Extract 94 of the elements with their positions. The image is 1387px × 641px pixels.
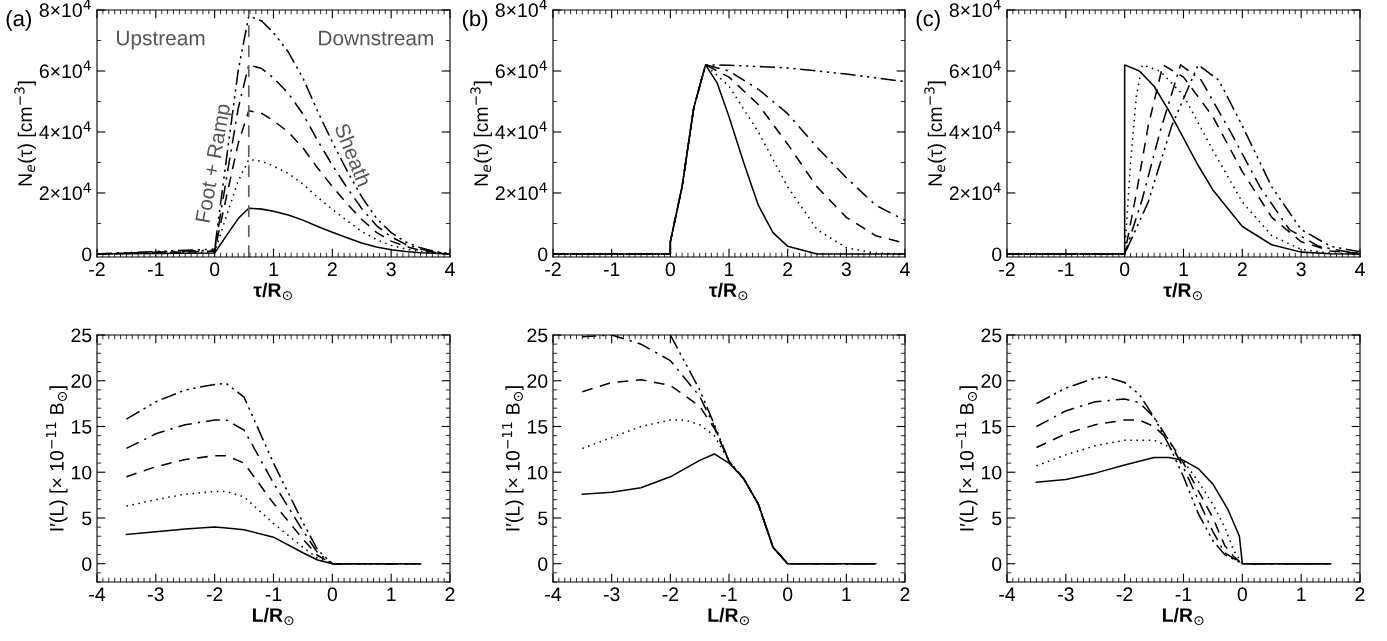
x-tick-label: -1 xyxy=(721,587,737,601)
x-tick-label: 1 xyxy=(269,262,278,276)
x-tick-label: -3 xyxy=(603,587,620,602)
x-tick-label: 1 xyxy=(1179,262,1188,276)
y-tick-label: 25 xyxy=(71,328,92,343)
y-axis-title: I′(L) [× 10$^{−11}$ B$_{⊙}$] xyxy=(46,386,68,531)
y-tick-label: 2×10$^{4}$ xyxy=(949,182,1001,201)
y-tick-label: 0 xyxy=(992,557,1002,571)
y-tick-label: 4×10$^{4}$ xyxy=(495,121,547,140)
y-tick-label: 20 xyxy=(71,374,92,388)
annotation: Sheath xyxy=(334,122,373,187)
y-tick-label: 5 xyxy=(992,511,1002,526)
y-tick-label: 5 xyxy=(82,511,92,526)
y-tick-label: 15 xyxy=(72,420,92,434)
annotation: Downstream xyxy=(319,30,433,46)
y-tick-label: 20 xyxy=(527,374,548,388)
x-tick-label: 1 xyxy=(842,587,851,601)
x-tick-label: 2 xyxy=(327,262,337,276)
y-tick-label: 4×10$^{4}$ xyxy=(949,121,1001,140)
x-tick-label: 2 xyxy=(1237,262,1247,276)
annotation: Upstream xyxy=(117,30,205,50)
y-tick-label: 15 xyxy=(528,420,548,434)
annotation: Foot + Ramp xyxy=(195,103,235,224)
y-tick-label: 10 xyxy=(982,465,1002,480)
x-tick-label: -1 xyxy=(603,262,620,276)
y-tick-label: 0 xyxy=(82,557,92,571)
y-tick-label: 20 xyxy=(981,374,1002,388)
x-axis-title: τ/R$_{⊙}$ xyxy=(709,282,748,301)
y-tick-label: 10 xyxy=(72,465,92,480)
y-tick-label: 0 xyxy=(538,557,548,571)
x-tick-label: -2 xyxy=(545,262,561,276)
x-tick-label: 4 xyxy=(445,262,455,276)
x-tick-label: 0 xyxy=(783,587,793,602)
y-axis-title: N$_{e}$(τ) [cm$^{−3}$] xyxy=(924,81,946,186)
chart-title: (b) xyxy=(462,10,488,31)
x-tick-label: 2 xyxy=(783,262,793,276)
y-tick-label: 6×10$^{4}$ xyxy=(39,60,91,79)
y-tick-label: 2×10$^{4}$ xyxy=(495,182,547,201)
x-axis-title: L/R$_{⊙}$ xyxy=(1163,607,1204,626)
y-tick-label: 6×10$^{4}$ xyxy=(495,60,547,79)
x-tick-label: 3 xyxy=(1296,262,1306,277)
y-tick-label: 6×10$^{4}$ xyxy=(949,60,1001,79)
x-tick-label: -2 xyxy=(662,587,678,601)
x-tick-label: 0 xyxy=(665,262,675,277)
x-axis-title: L/R$_{⊙}$ xyxy=(253,607,294,626)
y-tick-label: 25 xyxy=(527,328,548,343)
x-tick-label: -1 xyxy=(1175,587,1192,601)
x-tick-label: 2 xyxy=(1355,587,1365,601)
y-tick-label: 0 xyxy=(538,247,548,262)
x-tick-label: 2 xyxy=(445,587,455,601)
y-tick-label: 5 xyxy=(538,511,548,526)
x-tick-label: -4 xyxy=(545,587,562,601)
y-tick-label: 4×10$^{4}$ xyxy=(39,121,91,140)
y-tick-label: 2×10$^{4}$ xyxy=(39,182,91,201)
x-tick-label: -1 xyxy=(265,587,282,601)
x-axis-title: L/R$_{⊙}$ xyxy=(708,607,749,626)
x-tick-label: 1 xyxy=(387,587,396,601)
x-tick-label: 3 xyxy=(841,262,851,277)
x-axis-title: τ/R$_{⊙}$ xyxy=(253,282,292,301)
x-tick-label: -2 xyxy=(206,587,223,601)
y-tick-label: 8×10$^{4}$ xyxy=(39,0,91,18)
chart-title: (a) xyxy=(6,10,31,31)
x-tick-label: 0 xyxy=(210,262,220,277)
x-tick-label: 3 xyxy=(386,262,396,277)
x-tick-label: 0 xyxy=(327,587,337,602)
y-axis-title: I′(L) [× 10$^{−11}$ B$_{⊙}$] xyxy=(502,386,524,531)
y-tick-label: 0 xyxy=(992,247,1002,262)
x-tick-label: 2 xyxy=(900,587,910,601)
x-tick-label: 0 xyxy=(1120,262,1130,277)
x-axis-title: τ/R$_{⊙}$ xyxy=(1163,282,1202,301)
x-tick-label: -4 xyxy=(999,587,1016,601)
x-tick-label: 0 xyxy=(1237,587,1247,602)
x-tick-label: 1 xyxy=(725,262,734,276)
y-tick-label: 8×10$^{4}$ xyxy=(949,0,1001,18)
x-tick-label: -1 xyxy=(148,262,164,276)
chart-title: (c) xyxy=(916,10,940,31)
x-tick-label: -3 xyxy=(148,587,164,602)
x-tick-label: -3 xyxy=(1058,587,1074,602)
y-axis-title: N$_{e}$(τ) [cm$^{−3}$] xyxy=(14,81,36,186)
x-tick-label: -2 xyxy=(1116,587,1133,601)
x-tick-label: -2 xyxy=(999,262,1015,276)
y-tick-label: 25 xyxy=(981,328,1002,343)
x-tick-label: -2 xyxy=(89,262,105,276)
x-tick-label: 4 xyxy=(900,262,910,276)
y-tick-label: 8×10$^{4}$ xyxy=(495,0,547,18)
x-tick-label: -1 xyxy=(1058,262,1074,276)
y-axis-title: I′(L) [× 10$^{−11}$ B$_{⊙}$] xyxy=(956,386,978,531)
y-axis-title: N$_{e}$(τ) [cm$^{−3}$] xyxy=(470,81,492,186)
x-tick-label: 4 xyxy=(1355,262,1365,276)
y-tick-label: 15 xyxy=(982,420,1002,434)
x-tick-label: 1 xyxy=(1297,587,1306,601)
y-tick-label: 10 xyxy=(528,465,548,480)
x-tick-label: -4 xyxy=(89,587,106,601)
y-tick-label: 0 xyxy=(82,247,92,262)
